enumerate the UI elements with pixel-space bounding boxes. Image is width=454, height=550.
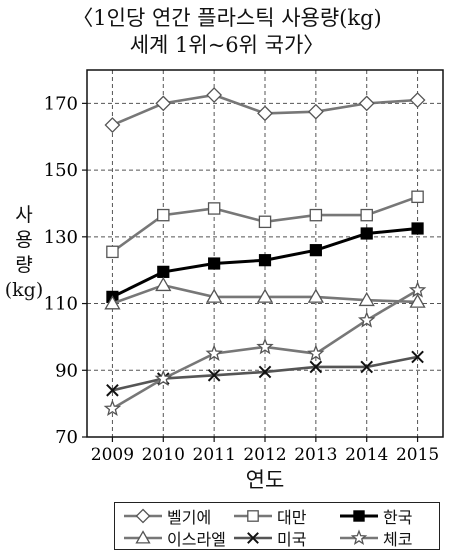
data-point — [409, 92, 426, 108]
legend-marker — [135, 508, 151, 524]
data-point — [257, 105, 273, 122]
legend-marker — [135, 530, 151, 544]
y-tick-label: 170 — [44, 93, 78, 114]
y-axis-label: 사 용 량 (kg) — [4, 203, 44, 303]
data-point — [258, 254, 272, 267]
legend-marker — [247, 532, 259, 544]
legend-label: 대만 — [277, 508, 307, 527]
legend-swatch — [234, 510, 272, 522]
x-tick-label: 2014 — [345, 445, 388, 465]
data-point — [309, 208, 323, 222]
legend-swatch — [340, 510, 378, 522]
data-point — [307, 103, 324, 120]
data-point — [309, 360, 323, 374]
data-point — [103, 399, 122, 417]
x-tick-label: 2013 — [294, 445, 337, 465]
legend-label: 미국 — [277, 530, 307, 549]
data-point — [258, 215, 272, 229]
legend-item: 한국 — [339, 505, 412, 527]
data-point — [157, 265, 170, 278]
data-point — [104, 117, 121, 133]
data-point — [256, 337, 274, 355]
line-chart: 70 90 110 130 150 170 2009 2010 2011 2012 2013 2014… — [44, 69, 444, 465]
data-point — [360, 227, 373, 240]
legend-swatch — [234, 532, 272, 544]
data-point — [358, 95, 375, 112]
chart-subtitle: 세계 1위~6위 국가〉 — [129, 33, 325, 57]
y-tick-label: 110 — [44, 294, 78, 315]
y-tick-label: 130 — [44, 227, 78, 248]
legend-swatch — [340, 529, 378, 545]
x-tick-label: 2011 — [193, 445, 236, 465]
y-tick-label: 150 — [44, 160, 78, 181]
data-point — [208, 257, 221, 270]
data-point — [411, 350, 424, 364]
data-point — [205, 344, 223, 361]
data-point — [408, 280, 427, 298]
data-point — [411, 190, 424, 204]
data-point — [307, 344, 325, 361]
y-axis-label-line: 용 — [15, 229, 33, 251]
x-tick-label: 2010 — [142, 445, 185, 465]
data-point — [307, 288, 324, 303]
legend-label: 체코 — [383, 530, 413, 549]
legend-label: 한국 — [383, 508, 413, 527]
y-axis-label-line: 량 — [15, 254, 33, 276]
chart-title: 〈1인당 연간 플라스틱 사용량(kg) — [72, 6, 382, 30]
data-point — [104, 295, 121, 310]
data-point — [106, 245, 119, 259]
data-point — [207, 368, 221, 382]
legend-item: 벨기에 — [123, 505, 211, 527]
legend-marker — [350, 529, 368, 545]
legend-label: 이스라엘 — [167, 530, 226, 549]
x-axis-label: 연도 — [245, 468, 285, 492]
series-한국 — [106, 222, 424, 303]
y-tick-label: 90 — [55, 360, 78, 381]
legend-marker — [353, 510, 365, 522]
series-이스라엘 — [104, 276, 426, 310]
data-point — [207, 202, 221, 215]
data-point — [206, 288, 223, 303]
data-point — [157, 208, 170, 222]
legend-item: 미국 — [233, 527, 306, 549]
y-tick-label: 70 — [55, 427, 78, 448]
data-point — [155, 95, 172, 112]
data-point — [106, 383, 119, 397]
x-tick-label: 2009 — [91, 445, 134, 465]
data-point — [258, 365, 272, 379]
legend-swatch — [124, 508, 162, 524]
legend-item: 이스라엘 — [123, 527, 226, 549]
series-대만 — [106, 190, 424, 259]
x-tick-label: 2015 — [396, 445, 439, 465]
series-벨기에 — [104, 87, 426, 133]
data-point — [256, 288, 274, 303]
data-point — [360, 360, 374, 374]
data-point — [155, 276, 172, 292]
data-point — [358, 291, 375, 307]
y-axis-label-line: (kg) — [4, 279, 44, 301]
data-point — [357, 311, 376, 328]
data-point — [409, 293, 426, 308]
legend-item: 대만 — [233, 505, 306, 527]
series-체코 — [103, 280, 427, 417]
data-point — [154, 369, 173, 387]
data-point — [360, 208, 373, 222]
x-tick-label: 2012 — [243, 445, 286, 465]
data-point — [411, 222, 424, 235]
legend-item: 체코 — [339, 527, 412, 549]
data-point — [309, 244, 322, 257]
data-point — [206, 87, 223, 103]
legend-marker — [247, 510, 259, 522]
legend-swatch — [124, 530, 162, 544]
legend-label: 벨기에 — [167, 508, 212, 527]
y-axis-label-line: 사 — [15, 204, 33, 226]
